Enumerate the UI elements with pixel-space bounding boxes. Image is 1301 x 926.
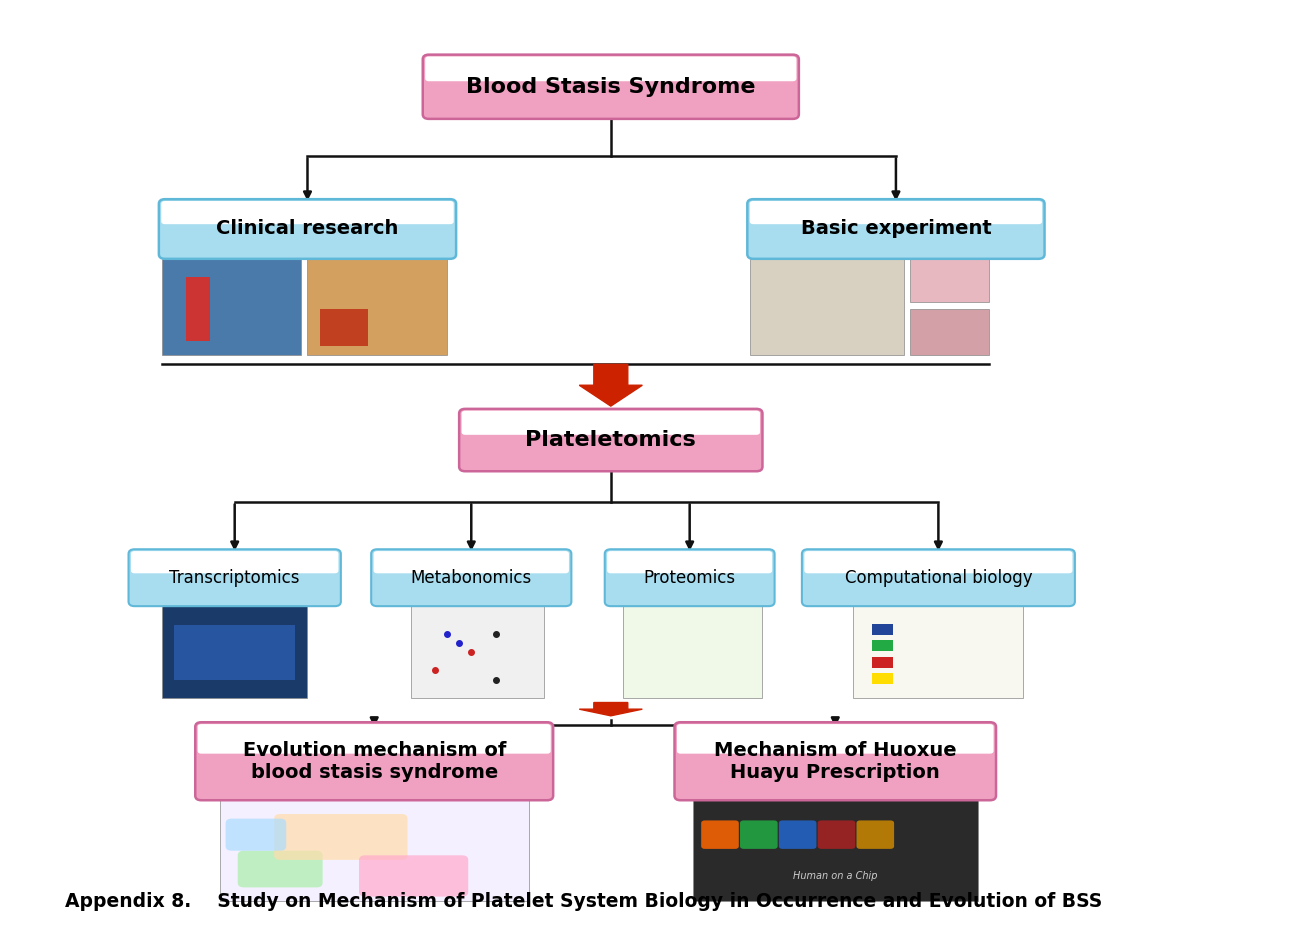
FancyBboxPatch shape bbox=[856, 820, 894, 849]
FancyBboxPatch shape bbox=[129, 549, 341, 607]
FancyBboxPatch shape bbox=[677, 724, 994, 754]
FancyBboxPatch shape bbox=[853, 607, 1024, 698]
FancyBboxPatch shape bbox=[371, 549, 571, 607]
FancyBboxPatch shape bbox=[320, 309, 368, 346]
FancyBboxPatch shape bbox=[804, 551, 1072, 573]
FancyBboxPatch shape bbox=[161, 259, 302, 356]
FancyBboxPatch shape bbox=[161, 607, 307, 698]
FancyBboxPatch shape bbox=[359, 856, 468, 896]
FancyBboxPatch shape bbox=[462, 411, 760, 435]
FancyBboxPatch shape bbox=[186, 277, 211, 342]
FancyBboxPatch shape bbox=[220, 800, 530, 901]
Text: Mechanism of Huoxue
Huayu Prescription: Mechanism of Huoxue Huayu Prescription bbox=[714, 741, 956, 782]
Text: Computational biology: Computational biology bbox=[844, 569, 1032, 587]
FancyBboxPatch shape bbox=[801, 549, 1075, 607]
FancyBboxPatch shape bbox=[195, 722, 553, 800]
Text: Human on a Chip: Human on a Chip bbox=[794, 871, 877, 881]
FancyBboxPatch shape bbox=[425, 56, 796, 81]
FancyBboxPatch shape bbox=[751, 259, 904, 356]
FancyBboxPatch shape bbox=[779, 820, 817, 849]
Text: Basic experiment: Basic experiment bbox=[800, 219, 991, 239]
Text: Transcriptomics: Transcriptomics bbox=[169, 569, 301, 587]
Text: Metabonomics: Metabonomics bbox=[411, 569, 532, 587]
FancyBboxPatch shape bbox=[749, 201, 1042, 224]
FancyBboxPatch shape bbox=[605, 549, 774, 607]
FancyBboxPatch shape bbox=[692, 800, 978, 901]
Text: Proteomics: Proteomics bbox=[644, 569, 736, 587]
Polygon shape bbox=[579, 364, 643, 407]
FancyBboxPatch shape bbox=[198, 724, 550, 754]
Text: Blood Stasis Syndrome: Blood Stasis Syndrome bbox=[466, 77, 756, 96]
FancyBboxPatch shape bbox=[161, 201, 454, 224]
Text: Clinical research: Clinical research bbox=[216, 219, 398, 239]
FancyBboxPatch shape bbox=[623, 607, 762, 698]
FancyBboxPatch shape bbox=[307, 259, 448, 356]
FancyBboxPatch shape bbox=[872, 657, 894, 668]
FancyBboxPatch shape bbox=[159, 199, 457, 259]
FancyBboxPatch shape bbox=[817, 820, 855, 849]
Text: Evolution mechanism of
blood stasis syndrome: Evolution mechanism of blood stasis synd… bbox=[242, 741, 506, 782]
FancyBboxPatch shape bbox=[740, 820, 778, 849]
FancyBboxPatch shape bbox=[459, 409, 762, 471]
FancyBboxPatch shape bbox=[131, 551, 338, 573]
FancyBboxPatch shape bbox=[701, 820, 739, 849]
FancyBboxPatch shape bbox=[608, 551, 773, 573]
FancyBboxPatch shape bbox=[238, 851, 323, 887]
FancyBboxPatch shape bbox=[373, 551, 569, 573]
FancyBboxPatch shape bbox=[674, 722, 997, 800]
FancyBboxPatch shape bbox=[411, 607, 544, 698]
FancyBboxPatch shape bbox=[909, 309, 989, 356]
FancyBboxPatch shape bbox=[872, 673, 894, 684]
Polygon shape bbox=[579, 703, 643, 716]
FancyBboxPatch shape bbox=[423, 55, 799, 119]
FancyBboxPatch shape bbox=[872, 623, 894, 634]
FancyBboxPatch shape bbox=[275, 814, 407, 860]
FancyBboxPatch shape bbox=[872, 640, 894, 651]
FancyBboxPatch shape bbox=[174, 624, 295, 680]
FancyBboxPatch shape bbox=[909, 259, 989, 302]
Text: Appendix 8.    Study on Mechanism of Platelet System Biology in Occurrence and E: Appendix 8. Study on Mechanism of Platel… bbox=[65, 892, 1102, 911]
FancyBboxPatch shape bbox=[225, 819, 286, 851]
FancyBboxPatch shape bbox=[747, 199, 1045, 259]
Text: Plateletomics: Plateletomics bbox=[526, 430, 696, 450]
